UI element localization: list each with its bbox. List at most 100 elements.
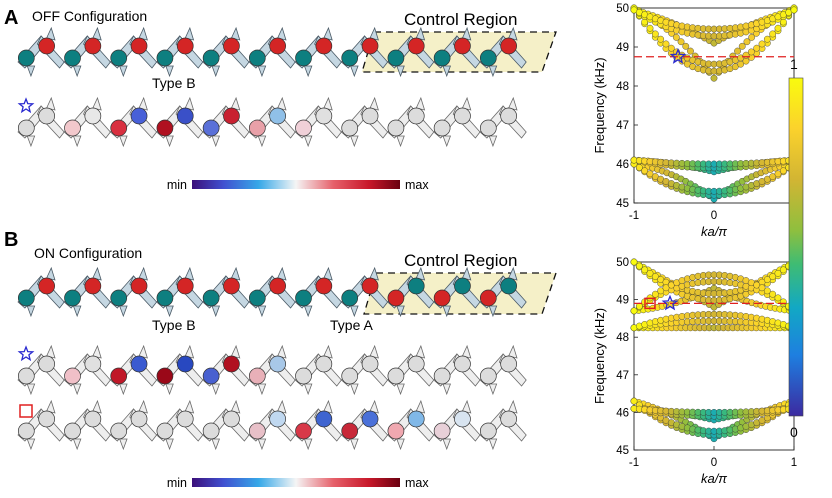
lattice-tab — [26, 65, 36, 78]
band-point — [753, 44, 761, 52]
lattice-tab — [350, 305, 359, 318]
lattice-tab — [119, 65, 128, 78]
field-colorbar-b — [192, 478, 400, 487]
band-point — [774, 294, 782, 302]
band-point — [657, 35, 665, 43]
lattice-resonator — [17, 119, 35, 137]
band-point — [758, 284, 766, 292]
band-point — [630, 397, 638, 405]
field-colorbar-a — [192, 180, 400, 189]
band-point — [641, 167, 649, 175]
lattice-tab — [350, 135, 359, 148]
lattice-resonator — [64, 119, 81, 137]
lattice-resonator — [176, 355, 194, 373]
band-colorbar-bottom-tick: 0 — [790, 424, 798, 440]
lattice-resonator — [176, 107, 194, 125]
lattice-resonator — [341, 289, 359, 307]
lattice-tab — [211, 305, 221, 318]
lattice-tab — [442, 438, 452, 451]
lattice-resonator — [454, 37, 471, 55]
lattice-tab — [211, 65, 221, 78]
band-point — [758, 40, 766, 48]
band-point — [651, 273, 659, 280]
band-point — [687, 47, 694, 55]
lattice-resonator — [130, 37, 148, 55]
lattice-tab — [165, 438, 174, 451]
band-point — [769, 30, 777, 38]
lattice-resonator — [387, 289, 405, 307]
lattice-resonator — [387, 49, 405, 67]
lattice-resonator — [341, 49, 359, 67]
lattice-tab — [488, 65, 498, 78]
lattice-resonator — [500, 37, 517, 55]
band-point — [630, 307, 638, 315]
lattice-resonator — [17, 367, 35, 385]
band-point — [769, 290, 777, 298]
panel-b-lattice-chain — [17, 266, 527, 318]
lattice-tab — [303, 65, 313, 78]
y-tick-label: 49 — [616, 295, 629, 307]
lattice-resonator — [64, 422, 81, 440]
lattice-tab — [257, 305, 267, 318]
lattice-resonator — [407, 107, 425, 125]
lattice-resonator — [407, 37, 425, 55]
lattice-tab — [303, 383, 313, 396]
lattice-tab — [488, 383, 498, 396]
band-point — [743, 38, 751, 46]
lattice-resonator — [202, 422, 220, 440]
y-tick-label: 47 — [616, 370, 629, 382]
lattice-tab — [442, 305, 452, 318]
y-tick-label: 47 — [616, 120, 629, 132]
lattice-resonator — [202, 119, 220, 137]
lattice-tab — [26, 305, 36, 318]
square-marker — [644, 297, 656, 310]
lattice-resonator — [130, 277, 148, 295]
panel-b-field-chain-star — [17, 344, 527, 396]
x-tick-label: 0 — [711, 457, 717, 469]
lattice-resonator — [38, 277, 55, 295]
y-tick-label: 48 — [616, 332, 629, 344]
lattice-tab — [488, 305, 498, 318]
lattice-resonator — [269, 277, 286, 295]
lattice-resonator — [341, 367, 359, 385]
lattice-resonator — [84, 37, 102, 55]
lattice-resonator — [223, 37, 240, 55]
lattice-resonator — [407, 277, 425, 295]
band-point — [769, 273, 777, 280]
panel-a-letter: A — [4, 7, 18, 29]
band-point — [748, 33, 756, 41]
lattice-tab — [396, 305, 405, 318]
star-marker — [661, 294, 679, 311]
lattice-resonator — [223, 355, 240, 373]
panel-a-star-marker — [17, 97, 35, 114]
lattice-resonator — [315, 37, 333, 55]
panel-a-title: OFF Configuration — [32, 8, 147, 24]
lattice-resonator — [500, 107, 517, 125]
lattice-resonator — [269, 107, 286, 125]
x-axis-label: ka/π — [701, 471, 727, 486]
band-point — [646, 24, 654, 32]
band-point — [641, 266, 649, 274]
band-point — [657, 276, 665, 283]
lattice-tab — [257, 438, 267, 451]
lattice-resonator — [248, 367, 266, 385]
lattice-resonator — [479, 49, 497, 67]
lattice-resonator — [110, 119, 128, 137]
lattice-tab — [26, 438, 36, 451]
lattice-resonator — [110, 49, 128, 67]
lattice-resonator — [407, 355, 425, 373]
band-point — [774, 24, 782, 32]
panel-b-letter: B — [4, 229, 18, 251]
lattice-resonator — [454, 410, 471, 428]
band-point — [769, 173, 777, 181]
lattice-tab — [257, 135, 267, 148]
band-point — [763, 287, 771, 295]
panel-a-field-chain — [17, 96, 527, 148]
field-colorbar-a-max: max — [405, 178, 429, 192]
y-axis-label: Frequency (kHz) — [592, 308, 607, 404]
lattice-resonator — [64, 49, 81, 67]
lattice-resonator — [269, 355, 286, 373]
lattice-resonator — [479, 422, 497, 440]
lattice-resonator — [84, 107, 102, 125]
band-point — [747, 48, 755, 56]
